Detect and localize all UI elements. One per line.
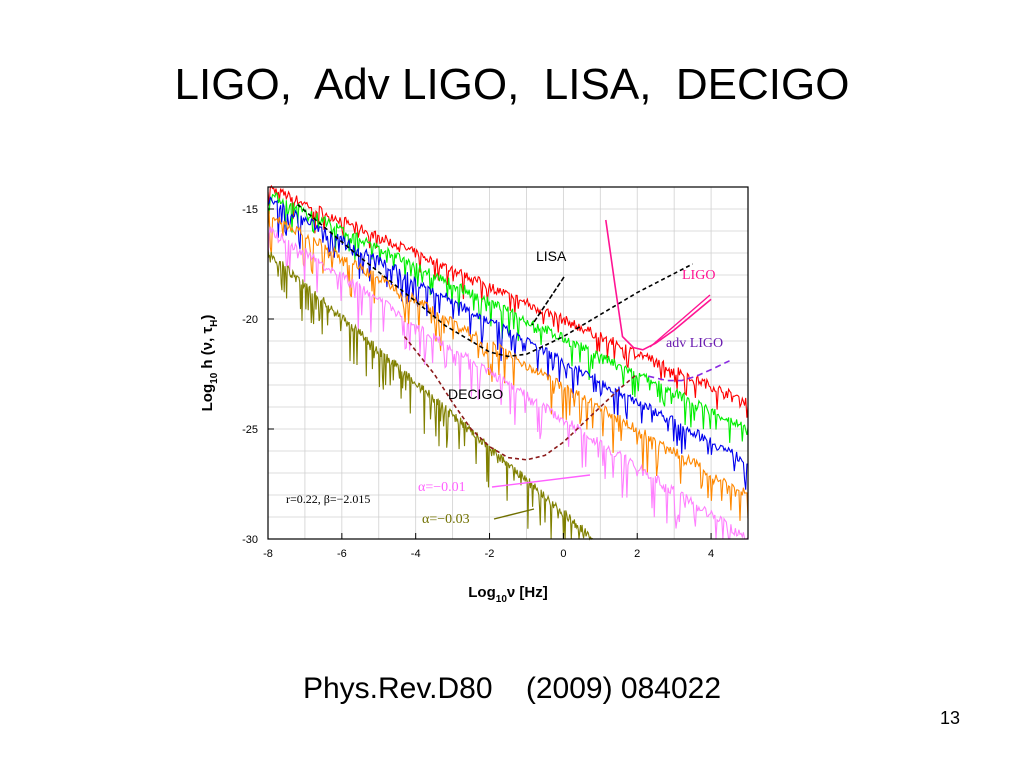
label-alpha2: α=−0.03 [422, 512, 470, 527]
plot-frame [267, 186, 749, 540]
series-line-5 [267, 249, 594, 541]
arrow-alpha1 [491, 474, 591, 488]
curve-lisa [296, 203, 693, 358]
x-tick-label: -8 [263, 548, 273, 560]
series-line-0 [267, 184, 749, 418]
y-tick-label: -15 [242, 204, 258, 216]
x-axis-title: Log10ν [Hz] [468, 584, 547, 605]
citation: Phys.Rev.D80 (2009) 084022 [302, 672, 722, 705]
x-tick-label: 0 [560, 548, 566, 560]
params-text: r=0.22, β=−2.015 [286, 492, 370, 506]
slide-title: LIGO, Adv LIGO, LISA, DECIGO [174, 60, 850, 109]
label-ligo: LIGO [682, 268, 715, 283]
x-tick-label: 4 [708, 548, 714, 560]
y-axis-title: Log10 h (ν, τH) [199, 315, 220, 412]
x-tick-label: -2 [485, 548, 495, 560]
y-tick-label: -25 [242, 424, 258, 436]
label-alpha1: α=−0.01 [418, 480, 466, 495]
series-line-1 [267, 192, 749, 443]
label-adv-ligo: adv LIGO [666, 336, 723, 351]
y-tick-label: -20 [242, 314, 258, 326]
curve-ligo [605, 219, 712, 351]
slide-number: 13 [939, 708, 960, 728]
arrow-alpha2 [493, 508, 535, 520]
sensitivity-curves [296, 203, 730, 461]
y-tick-label: -30 [242, 534, 258, 546]
legend-box: r=0.22, β=−2.015 α=−0.01 α=−0.03 [286, 474, 591, 527]
arrow-ligo [649, 294, 711, 348]
series-line-4 [267, 226, 749, 540]
label-decigo: DECIGO [448, 386, 503, 402]
x-tick-label: 2 [634, 548, 640, 560]
x-tick-label: -6 [337, 548, 347, 560]
chart: -8 -6 -4 -2 0 2 4-15-20-25-30 Log10 h (ν, τH) … [199, 184, 749, 605]
label-lisa: LISA [536, 248, 567, 264]
chart-series [267, 184, 749, 541]
curve-adv-ligo [648, 360, 730, 382]
annotation-ligo: LIGO [649, 268, 715, 348]
axis-ticks: -8 -6 -4 -2 0 2 4-15-20-25-30 [242, 204, 714, 560]
series-line-2 [267, 195, 749, 490]
annotation-lisa: LISA [531, 248, 567, 326]
x-tick-label: -4 [411, 548, 421, 560]
arrow-lisa [531, 276, 565, 326]
